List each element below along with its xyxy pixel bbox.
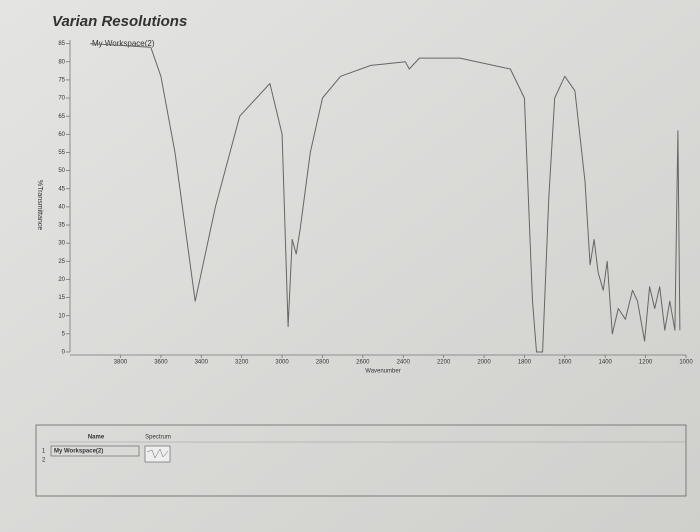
y-tick-label: 20: [58, 277, 65, 283]
chart-title: Varian Resolutions: [52, 13, 187, 30]
x-tick-label: 2000: [477, 360, 491, 366]
x-tick-label: 1800: [518, 360, 532, 366]
y-tick-label: 70: [58, 96, 65, 102]
x-tick-label: 2200: [437, 360, 451, 366]
row-number: 1: [42, 449, 46, 455]
x-tick-label: 1600: [558, 360, 572, 366]
y-tick-label: 80: [58, 59, 65, 65]
x-tick-label: 3400: [195, 360, 209, 366]
row-name: My Workspace(2): [54, 449, 103, 455]
y-tick-label: 15: [58, 295, 65, 301]
x-tick-label: 3600: [154, 360, 168, 366]
row-number: 2: [42, 458, 46, 464]
y-axis-label: %Transmittance: [36, 180, 43, 230]
y-tick-label: 55: [58, 150, 65, 156]
thumbnail-trace: [146, 448, 169, 459]
table-box: [35, 424, 687, 497]
y-tick-label: 0: [62, 350, 66, 356]
x-tick-label: 1400: [599, 360, 613, 366]
y-tick-label: 5: [62, 331, 66, 337]
y-tick-label: 75: [58, 77, 65, 83]
row-cell: [50, 445, 140, 457]
x-axis-label: Wavenumber: [365, 369, 400, 375]
y-tick-label: 25: [58, 259, 65, 265]
x-tick-label: 1200: [639, 360, 653, 366]
y-tick-label: 45: [58, 186, 65, 192]
x-tick-label: 3000: [275, 360, 289, 366]
x-tick-label: 3200: [235, 360, 249, 366]
y-tick-label: 65: [58, 114, 65, 120]
x-tick-label: 3800: [114, 360, 128, 366]
legend-entry: My Workspace(2): [92, 39, 155, 48]
x-tick-label: 2400: [397, 360, 411, 366]
y-tick-label: 40: [58, 204, 65, 210]
spectrum-line: [90, 43, 681, 353]
x-tick-label: 2800: [316, 360, 330, 366]
y-tick-label: 10: [58, 313, 65, 319]
y-tick-label: 50: [58, 168, 65, 174]
table-header: Spectrum: [145, 435, 171, 441]
x-tick-label: 2600: [356, 360, 370, 366]
y-tick-label: 30: [58, 241, 65, 247]
y-tick-label: 60: [58, 132, 65, 138]
y-tick-label: 35: [58, 223, 65, 229]
table-header: Name: [88, 435, 105, 441]
y-tick-label: 85: [58, 41, 65, 47]
x-tick-label: 1000: [679, 360, 693, 366]
